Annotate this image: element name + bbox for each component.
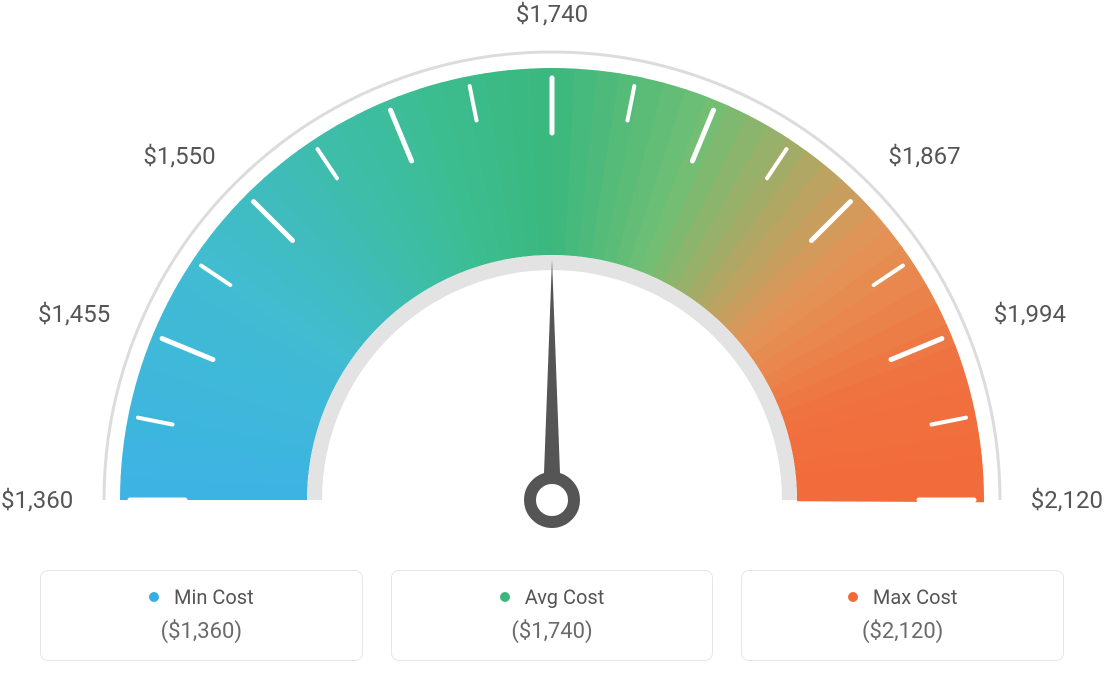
- dot-icon: [500, 592, 510, 602]
- legend-min-label: Min Cost: [51, 585, 352, 609]
- dot-icon: [149, 592, 159, 602]
- dot-icon: [848, 592, 858, 602]
- legend-avg-label: Avg Cost: [402, 585, 703, 609]
- legend-min-label-text: Min Cost: [174, 585, 254, 609]
- legend-row: Min Cost ($1,360) Avg Cost ($1,740) Max …: [0, 570, 1104, 661]
- legend-max-value: ($2,120): [752, 619, 1053, 644]
- gauge-cost-chart: $1,360 $1,455 $1,550 $1,740 $1,867 $1,994 $2,1…: [0, 0, 1104, 690]
- gauge-tick-label: $1,550: [143, 142, 215, 170]
- legend-max: Max Cost ($2,120): [741, 570, 1064, 661]
- gauge-tick-label: $1,740: [516, 0, 588, 28]
- legend-min: Min Cost ($1,360): [40, 570, 363, 661]
- gauge-tick-label: $2,120: [1031, 486, 1103, 514]
- legend-min-value: ($1,360): [51, 619, 352, 644]
- gauge-tick-label: $1,994: [994, 300, 1066, 328]
- gauge-svg: [0, 0, 1104, 560]
- gauge-area: $1,360 $1,455 $1,550 $1,740 $1,867 $1,994 $2,1…: [0, 0, 1104, 560]
- legend-max-label-text: Max Cost: [873, 585, 958, 609]
- legend-max-label: Max Cost: [752, 585, 1053, 609]
- gauge-tick-label: $1,867: [888, 142, 960, 170]
- gauge-tick-label: $1,360: [1, 486, 73, 514]
- legend-avg-label-text: Avg Cost: [525, 585, 605, 609]
- legend-avg-value: ($1,740): [402, 619, 703, 644]
- legend-avg: Avg Cost ($1,740): [391, 570, 714, 661]
- gauge-tick-label: $1,455: [38, 300, 110, 328]
